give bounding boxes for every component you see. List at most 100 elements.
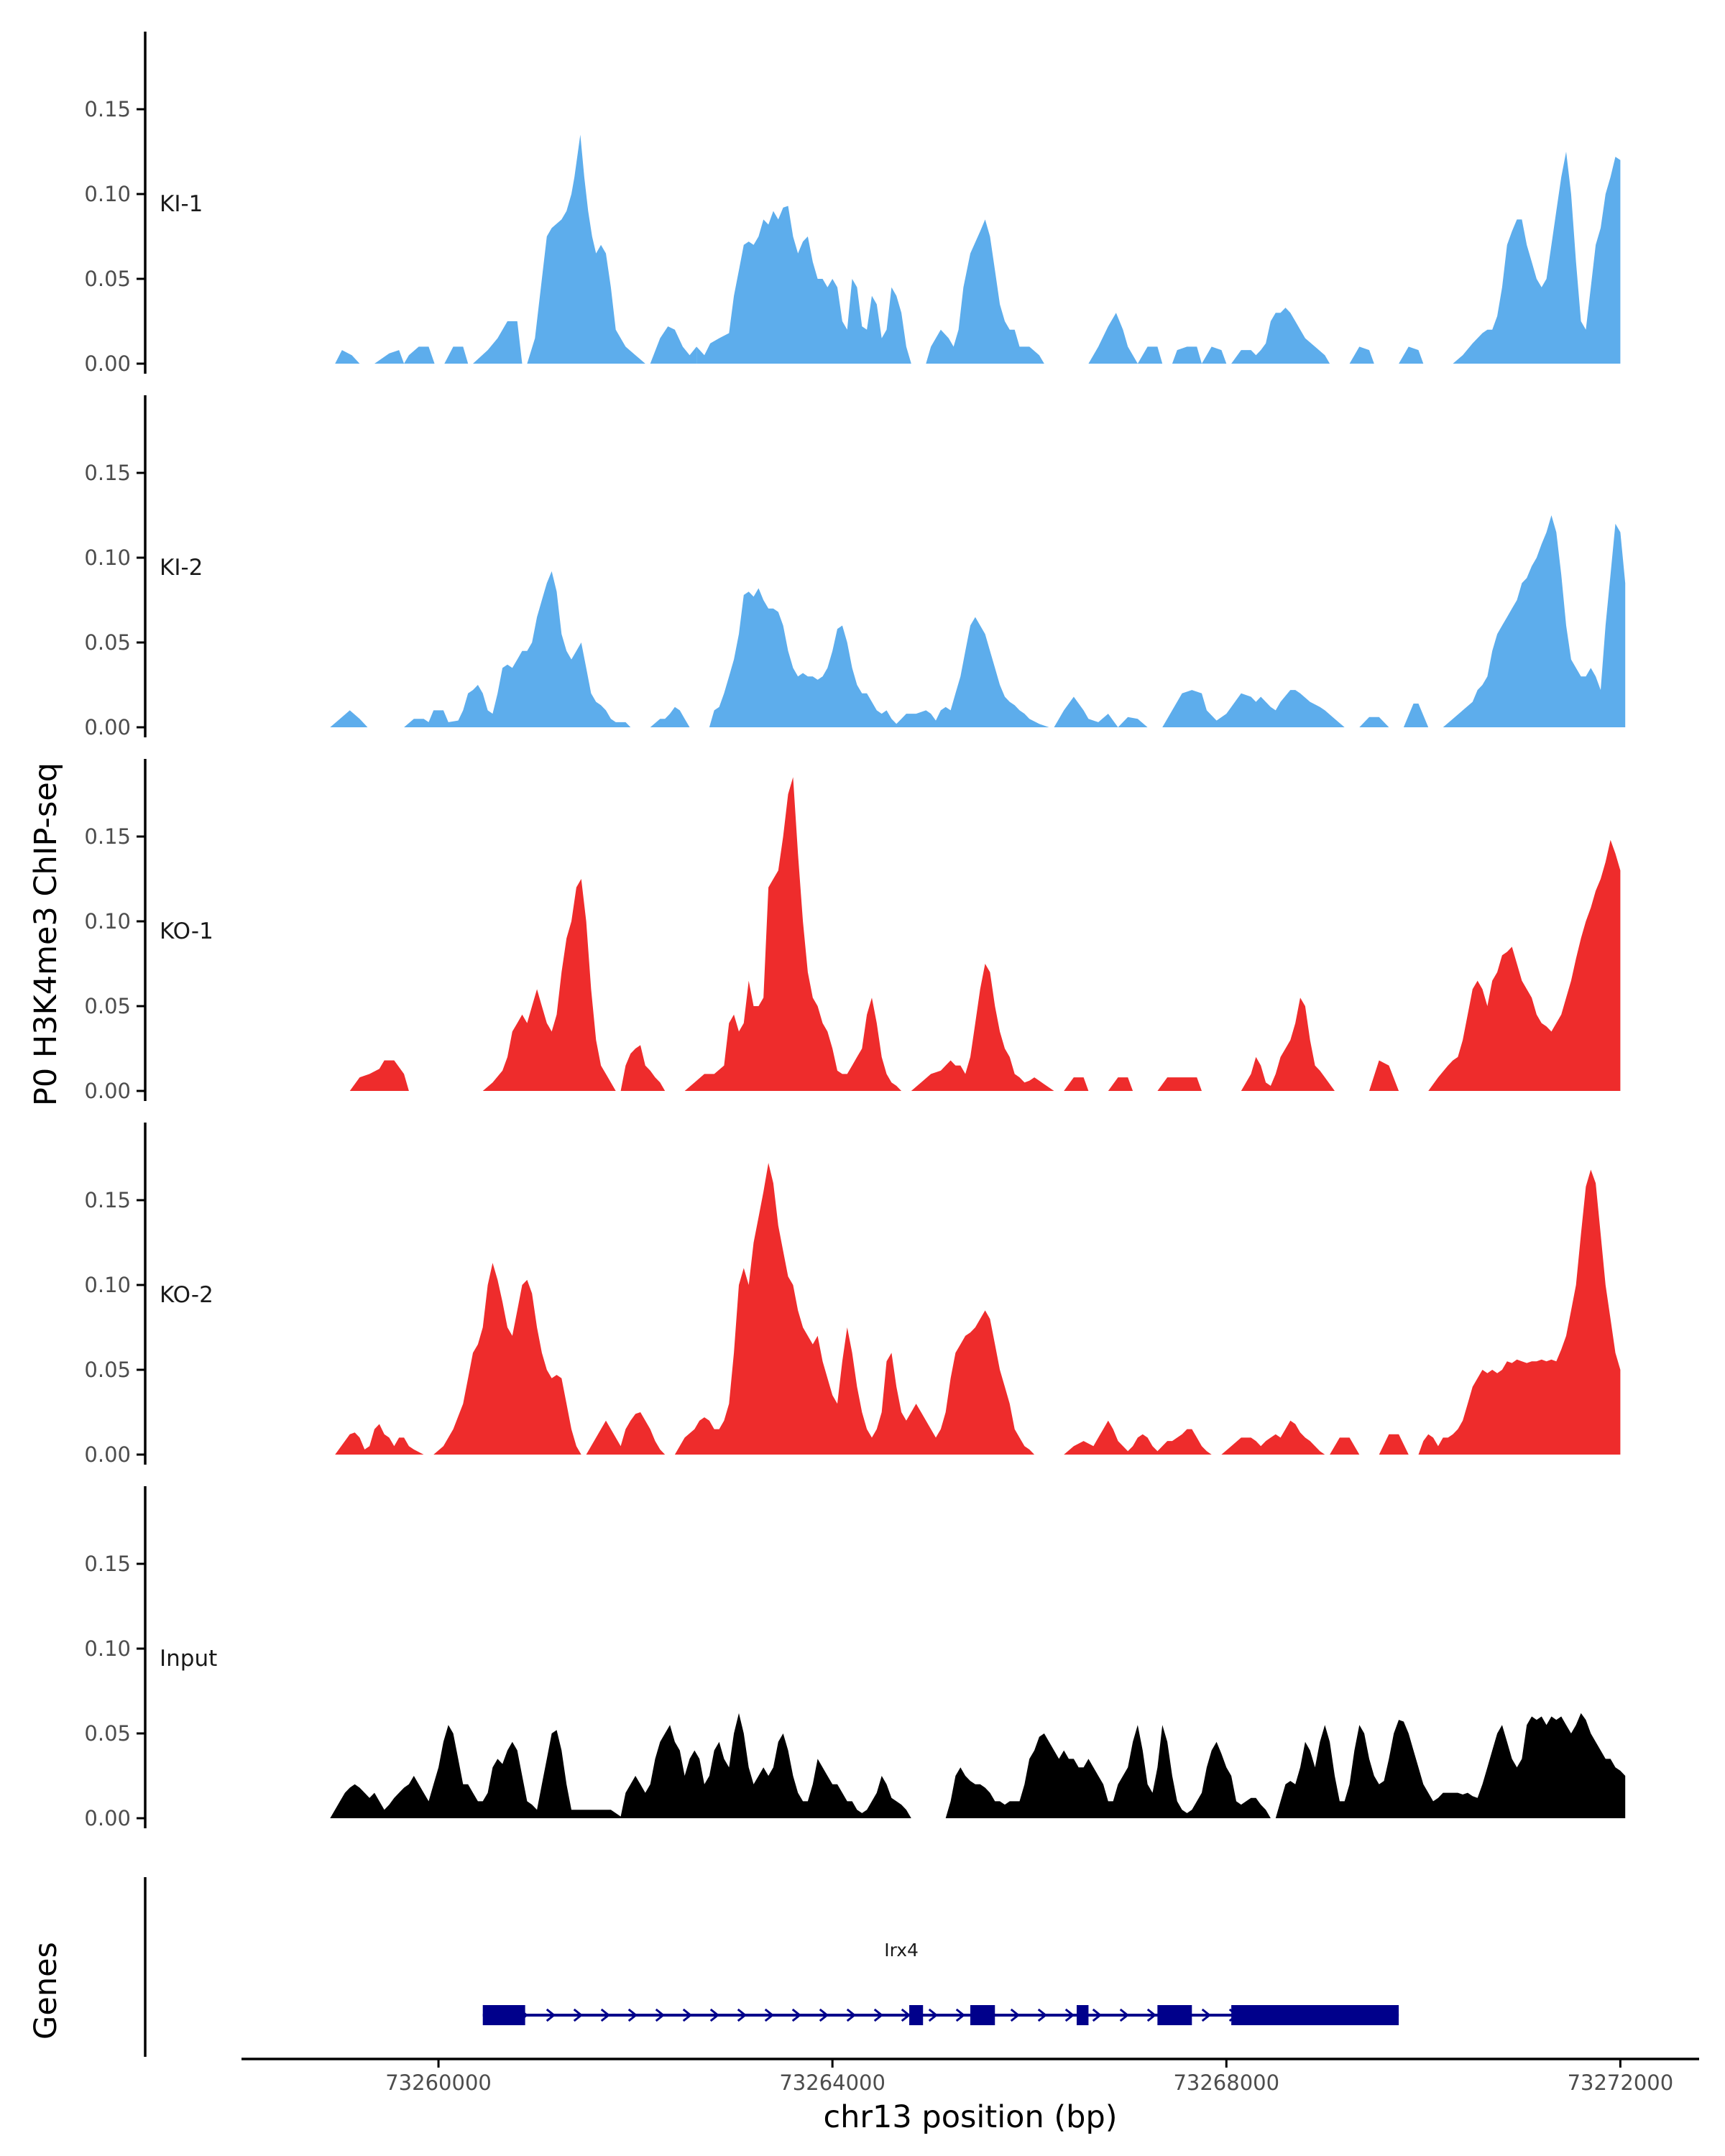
- signal-area: [1330, 1437, 1360, 1455]
- exon: [970, 2005, 995, 2025]
- gene-track: Genes Irx4: [28, 1877, 1399, 2057]
- signal-area: [1162, 690, 1345, 727]
- signal-area: [1108, 1077, 1133, 1091]
- strand-arrow: [928, 2008, 939, 2022]
- signal-area: [444, 346, 469, 364]
- signal-area: [1202, 346, 1227, 364]
- strand-arrow: [1119, 2008, 1130, 2022]
- signal-area: [473, 321, 523, 364]
- y-tick-label: 0.00: [84, 1806, 131, 1830]
- y-tick-label: 0.10: [84, 545, 131, 570]
- strand-arrow: [1146, 2008, 1157, 2022]
- y-tick-label: 0.05: [84, 267, 131, 291]
- signal-area: [349, 1060, 409, 1091]
- y-tick-label: 0.15: [84, 97, 131, 121]
- strand-arrow: [819, 2008, 829, 2022]
- signal-area: [1157, 1077, 1202, 1091]
- signal-area: [1369, 1060, 1399, 1091]
- y-axis-title: P0 H3K4me3 ChIP-seq: [28, 763, 64, 1106]
- y-tick-label: 0.15: [84, 461, 131, 485]
- y-tick-label: 0.00: [84, 351, 131, 376]
- strand-arrow: [709, 2008, 720, 2022]
- strand-arrow: [546, 2008, 556, 2022]
- y-tick-label: 0.15: [84, 1552, 131, 1576]
- signal-area: [1197, 1741, 1271, 1818]
- strand-arrow: [764, 2008, 775, 2022]
- signal-area: [1443, 515, 1626, 727]
- tracks: 0.00 0.05 0.10 0.15 KI-1 0.00 0.05 0.10 0.15 KI-2…: [84, 32, 1626, 1830]
- strand-arrow: [873, 2008, 884, 2022]
- signal-area: [335, 1424, 424, 1455]
- signal-area: [1453, 152, 1621, 364]
- y-tick-label: 0.10: [84, 1273, 131, 1297]
- track-label: KI-2: [160, 555, 203, 581]
- signal-area: [1172, 346, 1202, 364]
- signal-area: [674, 1163, 1035, 1455]
- signal-area: [911, 964, 1054, 1091]
- signal-area: [696, 206, 911, 364]
- x-axis-title: chr13 position (bp): [823, 2099, 1117, 2135]
- exon: [482, 2005, 525, 2025]
- signal-area: [945, 1725, 1266, 1818]
- x-tick-label: 73260000: [385, 2070, 492, 2095]
- signal-area: [330, 1713, 911, 1818]
- track-label: Input: [160, 1646, 217, 1672]
- signal-area: [1241, 998, 1335, 1091]
- track-ki-2: 0.00 0.05 0.10 0.15 KI-2: [84, 395, 1626, 740]
- y-tick-label: 0.05: [84, 1358, 131, 1382]
- signal-area: [650, 706, 690, 727]
- track-label: KI-1: [160, 191, 203, 217]
- track-label: KO-1: [160, 918, 213, 944]
- strand-arrow: [655, 2008, 666, 2022]
- signal-area: [1379, 1434, 1409, 1455]
- signal-area: [1064, 1420, 1212, 1455]
- x-tick-label: 73264000: [779, 2070, 886, 2095]
- strand-arrow: [573, 2008, 584, 2022]
- y-tick-label: 0.10: [84, 1636, 131, 1661]
- y-tick-label: 0.15: [84, 1188, 131, 1212]
- strand-arrow: [846, 2008, 857, 2022]
- y-tick-label: 0.05: [84, 1721, 131, 1746]
- signal-area: [1118, 717, 1148, 727]
- signal-area: [926, 219, 1044, 364]
- strand-arrow: [1010, 2008, 1021, 2022]
- signal-area: [527, 134, 645, 364]
- signal-area: [1418, 1169, 1621, 1455]
- strand-arrow: [1201, 2008, 1212, 2022]
- signal-area: [1088, 313, 1138, 364]
- signal-area: [684, 777, 902, 1091]
- signal-area: [433, 1263, 581, 1455]
- track-ko-2: 0.00 0.05 0.10 0.15 KO-2: [84, 1123, 1621, 1467]
- strand-arrow: [1037, 2008, 1048, 2022]
- signal-area: [1359, 717, 1389, 727]
- exon: [1157, 2005, 1192, 2025]
- strand-arrow: [600, 2008, 611, 2022]
- signal-area: [482, 879, 616, 1091]
- signal-area: [1403, 704, 1429, 727]
- signal-area: [586, 1412, 666, 1455]
- y-tick-label: 0.05: [84, 994, 131, 1018]
- strand-arrow: [737, 2008, 748, 2022]
- strand-arrow: [955, 2008, 966, 2022]
- y-tick-label: 0.00: [84, 1079, 131, 1103]
- signal-area: [650, 326, 697, 364]
- signal-area: [330, 710, 368, 727]
- signal-area: [1064, 1077, 1089, 1091]
- gene-irx4: Irx4: [482, 1940, 1399, 2025]
- signal-area: [1428, 839, 1621, 1091]
- exon: [909, 2005, 924, 2025]
- gene-track-title: Genes: [28, 1942, 64, 2040]
- signal-area: [1349, 346, 1374, 364]
- strand-arrow: [627, 2008, 638, 2022]
- track-label: KO-2: [160, 1282, 213, 1308]
- gene-name-label: Irx4: [884, 1940, 919, 1961]
- track-input: 0.00 0.05 0.10 0.15 Input: [84, 1486, 1626, 1830]
- track-ki-1: 0.00 0.05 0.10 0.15 KI-1: [84, 32, 1621, 376]
- signal-area: [1137, 346, 1163, 364]
- signal-area: [374, 346, 435, 364]
- signal-area: [1221, 1420, 1325, 1455]
- strand-arrow: [682, 2008, 693, 2022]
- x-tick-label: 73272000: [1568, 2070, 1674, 2095]
- signal-area: [1275, 1713, 1626, 1818]
